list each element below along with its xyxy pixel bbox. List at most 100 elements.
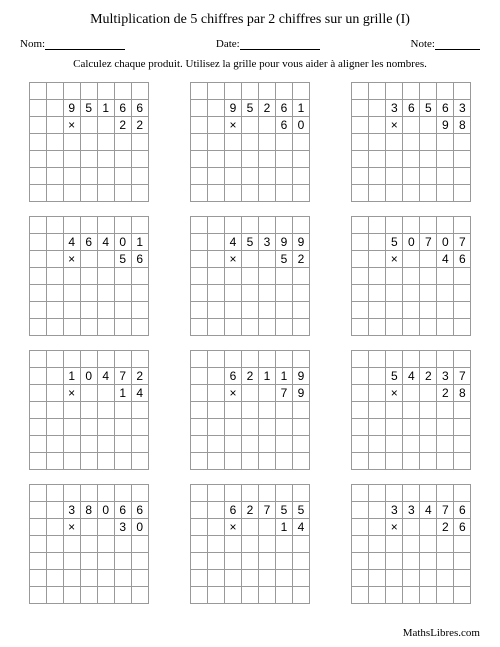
grid-cell[interactable]	[403, 151, 420, 168]
grid-cell[interactable]	[29, 570, 46, 587]
grid-cell[interactable]	[386, 168, 403, 185]
grid-cell[interactable]	[275, 402, 292, 419]
grid-cell[interactable]	[131, 351, 148, 368]
grid-cell[interactable]	[80, 553, 97, 570]
grid-cell[interactable]	[437, 83, 454, 100]
grid-cell[interactable]	[224, 436, 241, 453]
grid-cell[interactable]	[29, 217, 46, 234]
grid-cell[interactable]	[292, 285, 309, 302]
grid-cell[interactable]	[275, 151, 292, 168]
grid-cell[interactable]	[29, 268, 46, 285]
grid-cell[interactable]	[80, 570, 97, 587]
grid-cell[interactable]	[190, 402, 207, 419]
grid-cell[interactable]	[292, 553, 309, 570]
grid-cell[interactable]	[386, 285, 403, 302]
grid-cell[interactable]	[454, 553, 471, 570]
grid-cell[interactable]	[241, 217, 258, 234]
grid-cell[interactable]	[369, 436, 386, 453]
grid-cell[interactable]	[114, 185, 131, 202]
grid-cell[interactable]	[241, 587, 258, 604]
grid-cell[interactable]	[403, 485, 420, 502]
grid-cell[interactable]	[114, 553, 131, 570]
grid-cell[interactable]	[46, 570, 63, 587]
grid-cell[interactable]	[454, 485, 471, 502]
grid-cell[interactable]	[131, 402, 148, 419]
grid-cell[interactable]	[386, 268, 403, 285]
grid-cell[interactable]	[46, 285, 63, 302]
grid-cell[interactable]	[241, 453, 258, 470]
grid-cell[interactable]	[386, 351, 403, 368]
grid-cell[interactable]	[131, 302, 148, 319]
grid-cell[interactable]	[97, 302, 114, 319]
grid-cell[interactable]	[114, 302, 131, 319]
grid-cell[interactable]	[454, 185, 471, 202]
grid-cell[interactable]	[386, 302, 403, 319]
grid-cell[interactable]	[114, 285, 131, 302]
grid-cell[interactable]	[292, 485, 309, 502]
grid-cell[interactable]	[241, 302, 258, 319]
grid-cell[interactable]	[131, 168, 148, 185]
grid-cell[interactable]	[46, 319, 63, 336]
grid-cell[interactable]	[369, 302, 386, 319]
grid-cell[interactable]	[420, 587, 437, 604]
grid-cell[interactable]	[97, 134, 114, 151]
grid-cell[interactable]	[207, 453, 224, 470]
grid-cell[interactable]	[97, 570, 114, 587]
grid-cell[interactable]	[454, 351, 471, 368]
grid-cell[interactable]	[437, 453, 454, 470]
grid-cell[interactable]	[207, 302, 224, 319]
grid-cell[interactable]	[224, 319, 241, 336]
grid-cell[interactable]	[454, 570, 471, 587]
grid-cell[interactable]	[46, 553, 63, 570]
grid-cell[interactable]	[437, 151, 454, 168]
grid-cell[interactable]	[292, 402, 309, 419]
grid-cell[interactable]	[386, 553, 403, 570]
grid-cell[interactable]	[437, 419, 454, 436]
grid-cell[interactable]	[63, 402, 80, 419]
grid-cell[interactable]	[63, 268, 80, 285]
grid-cell[interactable]	[131, 185, 148, 202]
grid-cell[interactable]	[454, 536, 471, 553]
grid-cell[interactable]	[352, 536, 369, 553]
grid-cell[interactable]	[114, 351, 131, 368]
grid-cell[interactable]	[63, 351, 80, 368]
grid-cell[interactable]	[292, 217, 309, 234]
grid-cell[interactable]	[63, 485, 80, 502]
grid-cell[interactable]	[207, 485, 224, 502]
grid-cell[interactable]	[207, 285, 224, 302]
grid-cell[interactable]	[258, 436, 275, 453]
grid-cell[interactable]	[258, 217, 275, 234]
grid-cell[interactable]	[224, 83, 241, 100]
grid-cell[interactable]	[97, 268, 114, 285]
grid-cell[interactable]	[131, 436, 148, 453]
grid-cell[interactable]	[369, 536, 386, 553]
grid-cell[interactable]	[420, 217, 437, 234]
grid-cell[interactable]	[224, 536, 241, 553]
grid-cell[interactable]	[454, 83, 471, 100]
grid-cell[interactable]	[275, 436, 292, 453]
grid-cell[interactable]	[437, 134, 454, 151]
grid-cell[interactable]	[369, 351, 386, 368]
grid-cell[interactable]	[29, 419, 46, 436]
grid-cell[interactable]	[403, 134, 420, 151]
grid-cell[interactable]	[46, 453, 63, 470]
grid-cell[interactable]	[420, 485, 437, 502]
grid-cell[interactable]	[369, 285, 386, 302]
grid-cell[interactable]	[80, 151, 97, 168]
grid-cell[interactable]	[114, 268, 131, 285]
grid-cell[interactable]	[352, 351, 369, 368]
grid-cell[interactable]	[97, 587, 114, 604]
grid-cell[interactable]	[97, 285, 114, 302]
grid-cell[interactable]	[369, 553, 386, 570]
grid-cell[interactable]	[190, 285, 207, 302]
grid-cell[interactable]	[97, 351, 114, 368]
grid-cell[interactable]	[369, 217, 386, 234]
grid-cell[interactable]	[403, 302, 420, 319]
grid-cell[interactable]	[275, 570, 292, 587]
grid-cell[interactable]	[29, 151, 46, 168]
grid-cell[interactable]	[63, 570, 80, 587]
grid-cell[interactable]	[190, 351, 207, 368]
grid-cell[interactable]	[114, 536, 131, 553]
grid-cell[interactable]	[420, 453, 437, 470]
grid-cell[interactable]	[420, 83, 437, 100]
